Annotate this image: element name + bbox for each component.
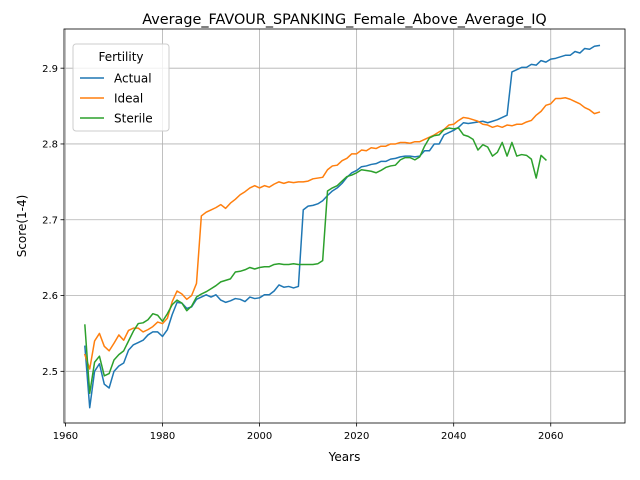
- series-line-actual: [84, 44, 601, 409]
- series-lines: [83, 44, 601, 409]
- legend-box: [72, 43, 170, 132]
- legend-label-ideal: Ideal: [114, 91, 143, 105]
- legend-label-sterile: Sterile: [114, 111, 153, 125]
- series-line-sterile: [84, 127, 547, 395]
- y-tick-label: 2.7: [42, 215, 58, 226]
- x-tick-label: 2020: [344, 431, 369, 442]
- chart-title: Average_FAVOUR_SPANKING_Female_Above_Ave…: [142, 12, 547, 28]
- x-axis-ticks: 1960 1980 2000 2020 2040 2060: [53, 423, 563, 442]
- grid-lines: [64, 29, 625, 423]
- plot-frame: [63, 28, 626, 424]
- x-tick-label: 2060: [538, 431, 563, 442]
- legend: Fertility Actual Ideal Sterile: [72, 43, 170, 132]
- y-tick-label: 2.5: [42, 367, 58, 378]
- x-tick-label: 2040: [441, 431, 466, 442]
- x-axis-label: Years: [328, 450, 361, 464]
- y-tick-label: 2.9: [42, 64, 58, 75]
- legend-label-actual: Actual: [114, 71, 152, 85]
- x-tick-label: 1980: [150, 431, 175, 442]
- legend-title: Fertility: [98, 50, 143, 64]
- x-tick-label: 2000: [247, 431, 272, 442]
- y-tick-label: 2.8: [42, 140, 58, 151]
- x-tick-label: 1960: [53, 431, 78, 442]
- y-axis-ticks: 2.5 2.6 2.7 2.8 2.9: [42, 64, 64, 378]
- y-axis-label: Score(1-4): [15, 195, 29, 258]
- y-tick-label: 2.6: [42, 291, 58, 302]
